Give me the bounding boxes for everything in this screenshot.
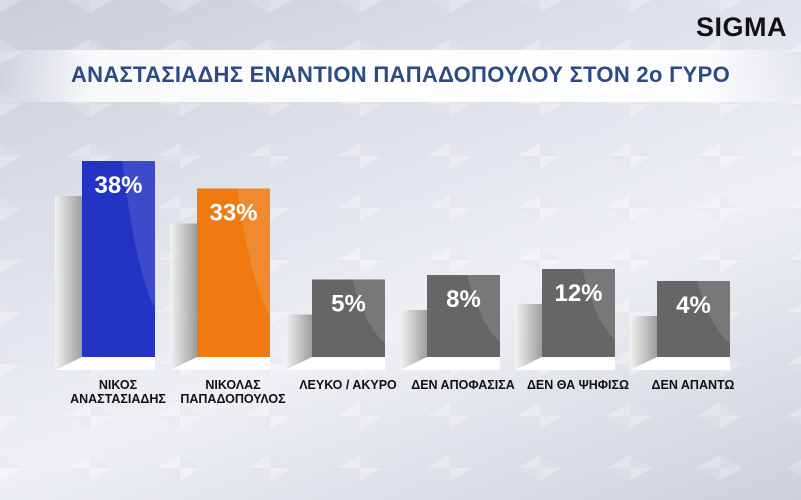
- bar: [312, 279, 385, 370]
- category-label: ΔΕΝ ΘΑ ΨΗΦΙΣΩ: [526, 378, 630, 392]
- category-label: ΔΕΝ ΑΠΑΝΤΩ: [651, 378, 735, 392]
- bar: [82, 161, 155, 370]
- category-label: ΔΕΝ ΑΠΟΦΑΣΙΣΑ: [411, 378, 515, 392]
- bar-shadow: [55, 196, 85, 370]
- bar-value-label: 4%: [676, 292, 711, 319]
- bar-base: [285, 357, 385, 370]
- bar-highlight: [467, 275, 500, 342]
- bar-value-label: 12%: [554, 280, 602, 307]
- bar-highlight: [352, 279, 385, 343]
- bar: [542, 269, 615, 370]
- bar-base: [400, 357, 500, 370]
- bar: [427, 275, 500, 370]
- bar-highlight: [122, 161, 155, 308]
- channel-logo: SIGMA: [695, 12, 787, 42]
- bar-shadow: [170, 223, 200, 370]
- bar-highlight: [697, 281, 730, 344]
- bar-base: [515, 357, 615, 370]
- bar-base: [55, 357, 155, 370]
- bar-highlight: [582, 269, 615, 340]
- category-label: ΝΙΚΟΛΑΣ ΠΑΠΑΔΟΠΟΥΛΟΣ: [180, 378, 286, 406]
- title-band: [0, 50, 801, 102]
- bar-value-label: 38%: [94, 172, 142, 199]
- bar-value-label: 8%: [446, 286, 481, 313]
- bar-base: [630, 357, 730, 370]
- category-label: ΛΕΥΚΟ / ΑΚΥΡΟ: [299, 378, 397, 392]
- bar-value-label: 5%: [331, 291, 366, 318]
- bar-value-label: 33%: [209, 200, 257, 227]
- bar-highlight: [237, 188, 270, 316]
- bar: [657, 281, 730, 370]
- chart-title: ΑΝΑΣΤΑΣΙΑΔΗΣ ΕΝΑΝΤΙΟΝ ΠΑΠΑΔΟΠΟΥΛΟΥ ΣΤΟΝ …: [70, 62, 731, 87]
- bar: [197, 188, 270, 370]
- category-label: ΝΙΚΟΣ ΑΝΑΣΤΑΣΙΑΔΗΣ: [70, 378, 166, 406]
- bar-base: [170, 357, 270, 370]
